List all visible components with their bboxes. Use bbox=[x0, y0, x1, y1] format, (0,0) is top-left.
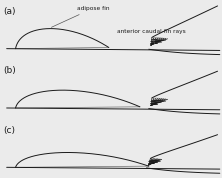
Text: anterior caudal-fin rays: anterior caudal-fin rays bbox=[117, 29, 185, 44]
Text: (b): (b) bbox=[3, 66, 16, 75]
Text: (a): (a) bbox=[3, 7, 16, 16]
Text: (c): (c) bbox=[3, 126, 15, 135]
Text: adipose fin: adipose fin bbox=[51, 6, 109, 27]
